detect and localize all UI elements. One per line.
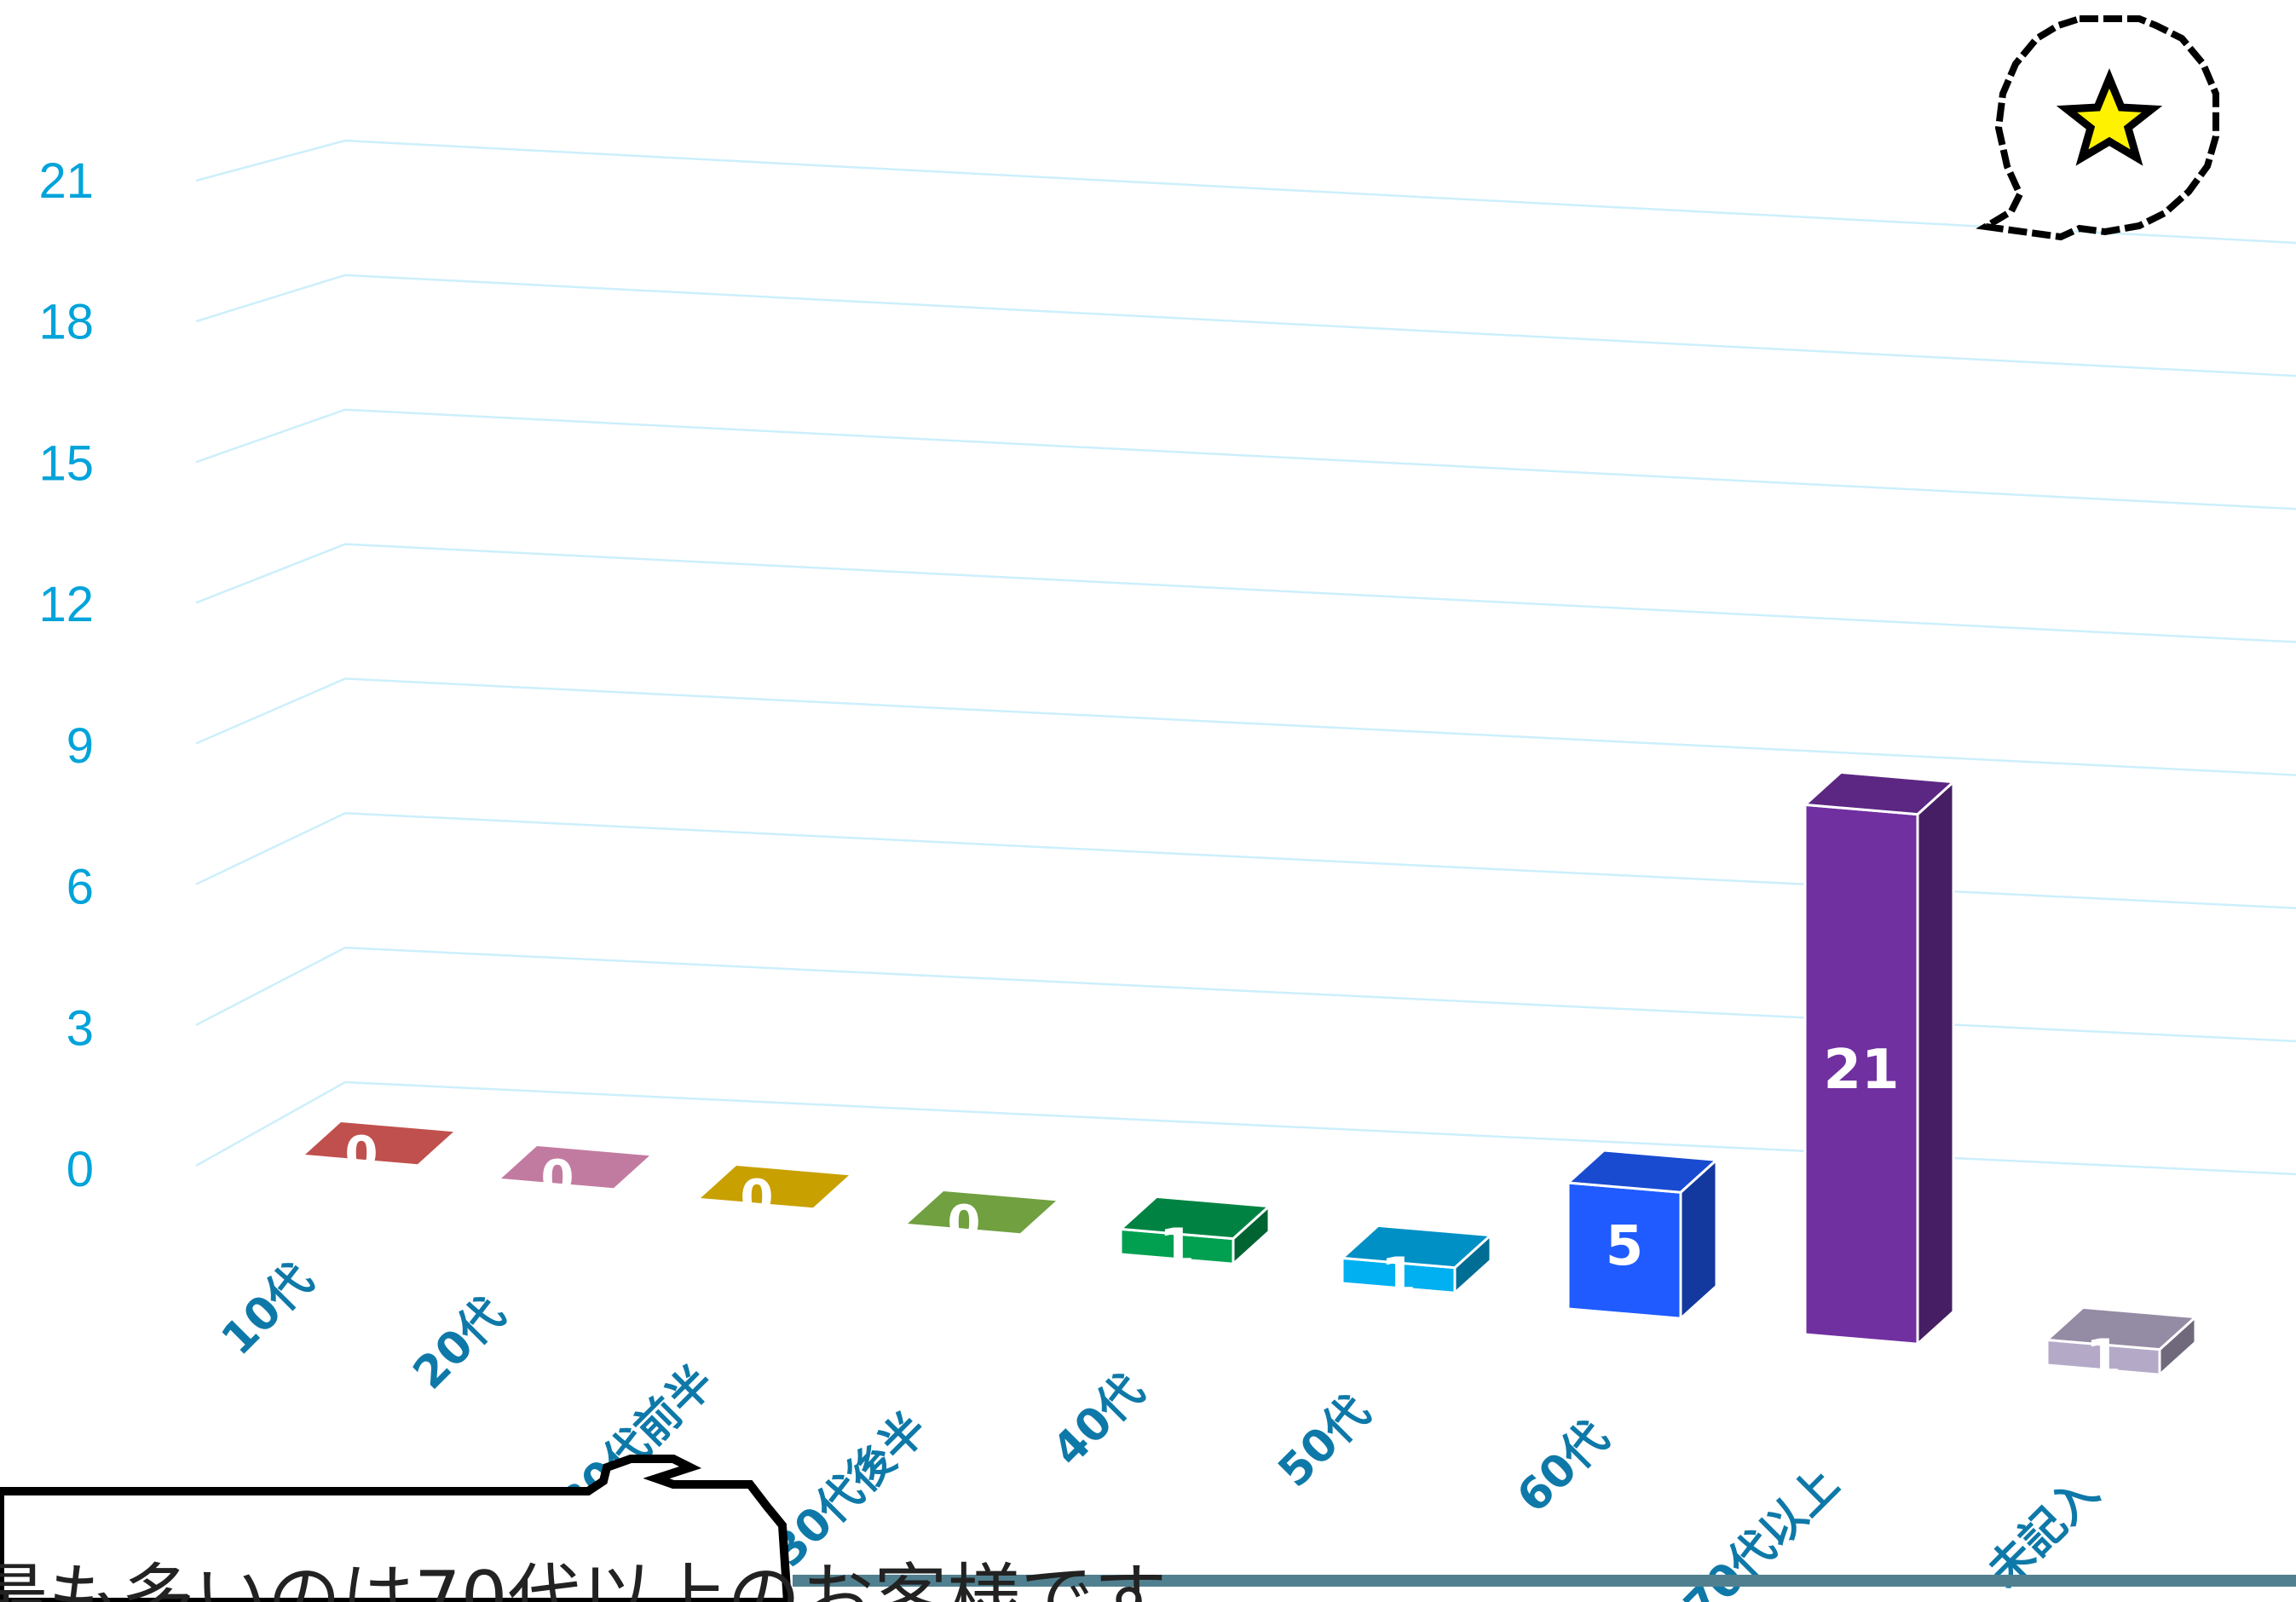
y-tick-label: 15 (38, 435, 94, 491)
bar-top (501, 1146, 649, 1189)
callout-text: 最も多いのは70代以上のお客様です (0, 1556, 1167, 1602)
data-label: 0 (345, 1127, 378, 1182)
bar: 0 (501, 1146, 649, 1206)
x-tick-label: 30代後半 (763, 1403, 937, 1577)
gridline (195, 274, 2296, 377)
bar: 1 (2045, 1305, 2197, 1388)
bar-top (1566, 1149, 1718, 1194)
bar: 1 (1119, 1195, 1271, 1277)
bottom-rule (793, 1575, 2296, 1587)
x-tick-label: 60代 (1508, 1412, 1618, 1523)
y-tick-label: 18 (38, 295, 94, 350)
gridline (195, 812, 2296, 909)
gridline (195, 408, 2296, 510)
data-label: 1 (1159, 1218, 1195, 1277)
gridline (195, 139, 2296, 245)
gridline (195, 946, 2296, 1043)
data-label: 21 (1823, 1039, 1899, 1102)
star-icon (2056, 68, 2163, 166)
x-tick-label: 20代 (404, 1288, 515, 1399)
data-label: 0 (541, 1150, 574, 1206)
bar-side (1916, 781, 1955, 1346)
y-tick-label: 9 (66, 718, 94, 774)
bar-top (2045, 1305, 2197, 1351)
y-tick-label: 6 (66, 860, 94, 915)
y-tick-label: 3 (66, 1000, 94, 1056)
data-label: 0 (741, 1170, 774, 1225)
callout-bubble: 最も多いのは70代以上のお客様です (0, 1455, 1167, 1602)
y-axis-ticks: 0 3 6 9 12 15 18 21 (38, 153, 94, 1197)
gridlines (195, 139, 2296, 1176)
bar-top (305, 1122, 453, 1165)
x-tick-label: 10代 (212, 1254, 323, 1365)
bar: 0 (305, 1122, 453, 1182)
data-label: 1 (1381, 1247, 1416, 1306)
data-label: 1 (2085, 1328, 2121, 1388)
bar-top (1341, 1224, 1492, 1270)
data-label: 5 (1606, 1215, 1644, 1278)
bar: 21 (1803, 770, 1955, 1346)
data-label: 0 (948, 1196, 981, 1251)
gridline (195, 1080, 2296, 1176)
bar-top (1119, 1195, 1271, 1241)
gridline (195, 677, 2296, 776)
bar: 1 (1341, 1224, 1492, 1306)
star-speech-bubble-icon (1976, 15, 2219, 241)
bar: 0 (701, 1166, 849, 1225)
bars: 0 0 0 0 1 1 5 21 1 (305, 770, 2197, 1388)
bar-top (908, 1191, 1056, 1234)
gridline (195, 543, 2296, 643)
x-tick-label: 40代 (1043, 1365, 1154, 1476)
y-tick-label: 21 (38, 153, 94, 209)
bar-top (701, 1166, 849, 1208)
y-tick-label: 0 (66, 1142, 94, 1197)
x-tick-label: 50代 (1269, 1386, 1380, 1497)
y-tick-label: 12 (38, 577, 94, 632)
bar-top (1803, 770, 1955, 816)
bar: 0 (908, 1191, 1056, 1251)
bar: 5 (1566, 1149, 1718, 1320)
